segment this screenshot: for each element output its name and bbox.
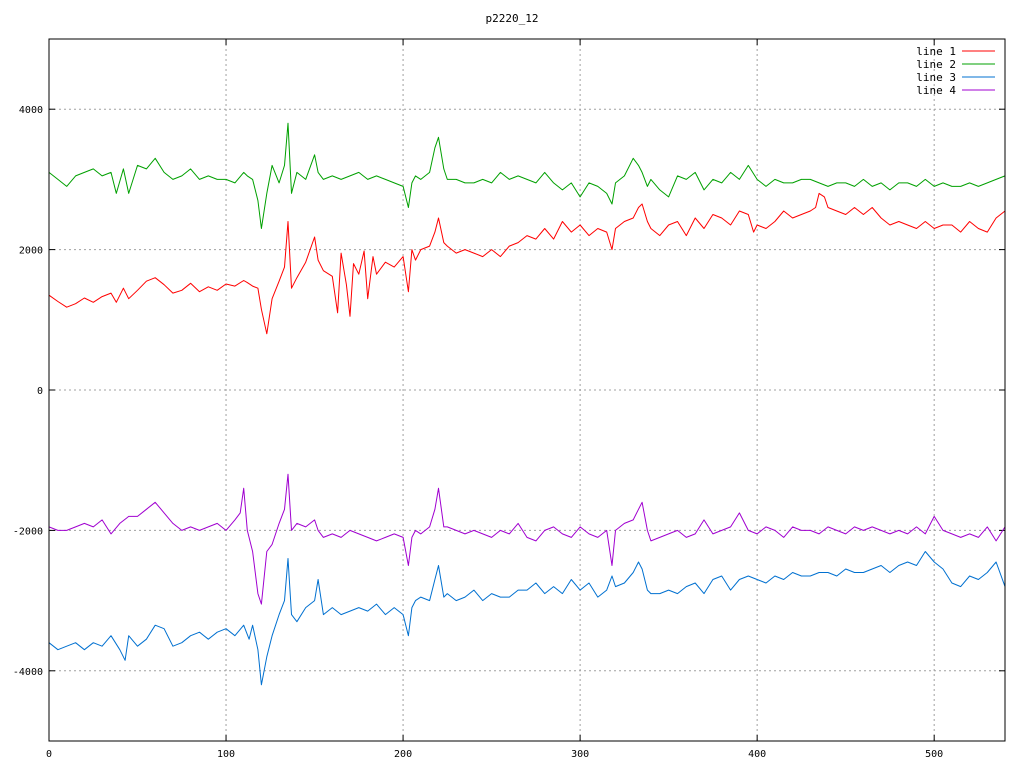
chart-title: p2220_12 <box>486 12 539 25</box>
plot-frame <box>48 38 1006 742</box>
y-tick-label: 0 <box>37 386 43 397</box>
axis-ticks: 0 100 200 300 400 500 -4000 -2000 0 2000 4000 <box>13 39 1005 760</box>
x-tick-label: 500 <box>925 749 943 760</box>
x-tick-label: 0 <box>46 749 52 760</box>
x-tick-label: 400 <box>748 749 766 760</box>
series-line-3 <box>48 551 1006 686</box>
y-tick-label: 4000 <box>19 105 43 116</box>
legend-label: line 2 <box>916 58 956 71</box>
x-tick-label: 300 <box>571 749 589 760</box>
x-tick-label: 100 <box>217 749 235 760</box>
y-tick-label: -4000 <box>13 667 43 678</box>
y-tick-label: 2000 <box>19 246 43 257</box>
series-line-1 <box>48 192 1006 335</box>
series-group <box>48 122 1006 686</box>
legend-label: line 1 <box>916 45 956 58</box>
series-line-2 <box>48 122 1006 229</box>
y-tick-label: -2000 <box>13 526 43 537</box>
series-line-4 <box>48 473 1006 605</box>
x-tick-label: 200 <box>394 749 412 760</box>
legend-label: line 4 <box>916 84 956 97</box>
grid-lines <box>49 39 1005 741</box>
legend-label: line 3 <box>916 71 956 84</box>
